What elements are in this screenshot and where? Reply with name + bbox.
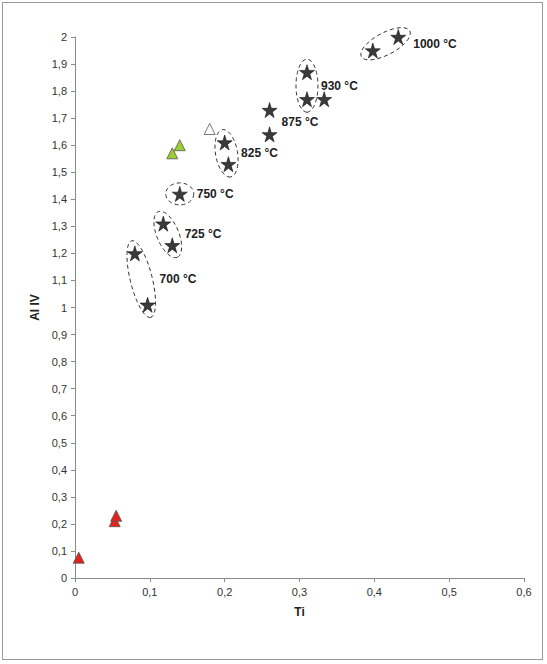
svg-text:1000 °C: 1000 °C [413, 37, 457, 51]
svg-text:0,6: 0,6 [516, 586, 531, 598]
svg-text:1,8: 1,8 [52, 85, 67, 97]
svg-text:0,1: 0,1 [142, 586, 157, 598]
svg-text:0,3: 0,3 [52, 491, 67, 503]
svg-text:0,9: 0,9 [52, 329, 67, 341]
svg-text:930 °C: 930 °C [321, 79, 358, 93]
svg-text:1,5: 1,5 [52, 166, 67, 178]
svg-text:0,2: 0,2 [217, 586, 232, 598]
svg-text:Ti: Ti [294, 605, 304, 619]
svg-text:0,1: 0,1 [52, 545, 67, 557]
svg-text:700 °C: 700 °C [160, 272, 197, 286]
svg-text:1: 1 [61, 302, 67, 314]
svg-text:1,2: 1,2 [52, 247, 67, 259]
svg-text:1,1: 1,1 [52, 274, 67, 286]
svg-text:1,3: 1,3 [52, 220, 67, 232]
svg-text:0,2: 0,2 [52, 518, 67, 530]
svg-text:0,8: 0,8 [52, 356, 67, 368]
svg-text:0,6: 0,6 [52, 410, 67, 422]
svg-text:1,9: 1,9 [52, 58, 67, 70]
svg-text:725 °C: 725 °C [185, 227, 222, 241]
svg-text:1,7: 1,7 [52, 112, 67, 124]
svg-text:0,5: 0,5 [442, 586, 457, 598]
svg-text:1,4: 1,4 [52, 193, 67, 205]
svg-text:825 °C: 825 °C [241, 146, 278, 160]
svg-text:750 °C: 750 °C [197, 187, 234, 201]
svg-text:875 °C: 875 °C [282, 115, 319, 129]
svg-text:0,4: 0,4 [367, 586, 382, 598]
svg-text:0,3: 0,3 [292, 586, 307, 598]
svg-text:0,4: 0,4 [52, 464, 67, 476]
svg-text:0,5: 0,5 [52, 437, 67, 449]
svg-text:1,6: 1,6 [52, 139, 67, 151]
svg-text:0: 0 [61, 572, 67, 584]
svg-text:2: 2 [61, 31, 67, 43]
svg-text:0,7: 0,7 [52, 383, 67, 395]
svg-text:0: 0 [72, 586, 78, 598]
svg-text:Al IV: Al IV [28, 294, 42, 321]
